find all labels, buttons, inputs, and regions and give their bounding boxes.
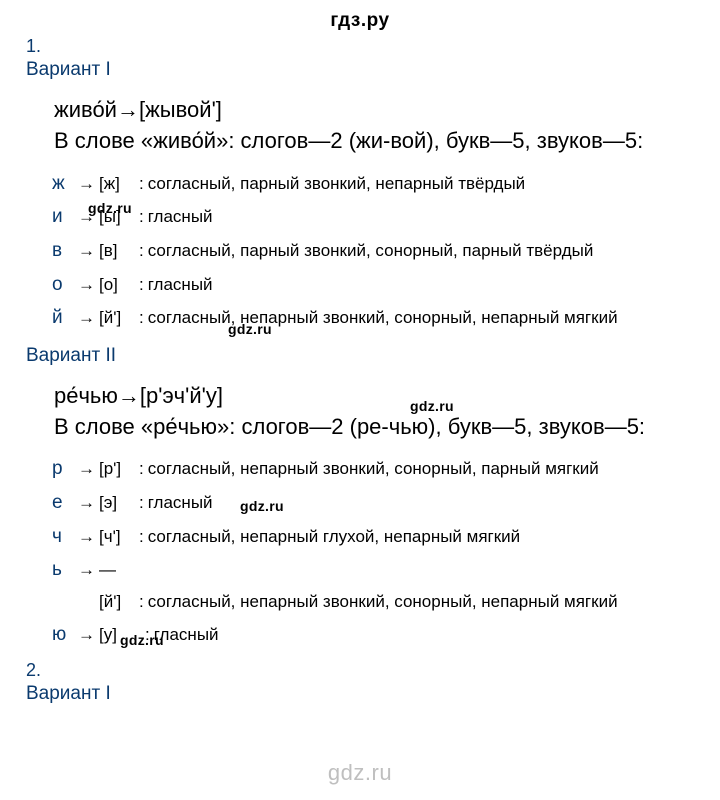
letter: ж <box>52 171 74 197</box>
table-row: и → [ы] : гласный <box>52 204 694 230</box>
letter: в <box>52 238 74 264</box>
arrow-icon: → <box>78 559 95 582</box>
sound: — <box>99 559 139 582</box>
desc: согласный, непарный звонкий, сонорный, н… <box>148 591 618 614</box>
sound: [э] <box>99 492 139 515</box>
colon: : <box>139 492 144 515</box>
desc: гласный <box>154 624 219 647</box>
section-2: 2. Вариант I <box>26 660 694 705</box>
section-number: 2. <box>26 660 694 681</box>
table-row: ю → [у] : гласный <box>52 622 694 648</box>
colon: : <box>139 458 144 481</box>
v2-headline-2: В слове «ре́чью»: слогов—2 (ре-чью), бук… <box>54 412 694 443</box>
colon: : <box>139 591 144 614</box>
section-number: 1. <box>26 36 694 57</box>
colon: : <box>139 526 144 549</box>
arrow-icon: → <box>78 173 95 196</box>
v1-headline-1: живо́й→[жывой'] <box>54 95 694 126</box>
v2-headline-1: ре́чью→[р'эч'й'у] <box>54 381 694 412</box>
v1-rows: ж → [ж] : согласный, парный звонкий, неп… <box>52 171 694 331</box>
v1-headline-2: В слове «живо́й»: слогов—2 (жи-вой), бук… <box>54 126 694 157</box>
variant-2-block: ре́чью→[р'эч'й'у] В слове «ре́чью»: слог… <box>54 381 694 443</box>
desc: согласный, непарный звонкий, сонорный, п… <box>148 458 599 481</box>
page: гдз.ру 1. Вариант I живо́й→[жывой'] В сл… <box>0 0 720 705</box>
sound: [й'] <box>99 591 139 614</box>
arrow-icon: → <box>78 526 95 549</box>
variant-1-label-s2: Вариант I <box>26 683 694 705</box>
table-row: е → [э] : гласный <box>52 490 694 516</box>
sound: [у] <box>99 624 139 647</box>
variant-1-label: Вариант I <box>26 59 694 81</box>
sound: [ы] <box>99 206 139 229</box>
section-1: 1. Вариант I живо́й→[жывой'] В слове «жи… <box>26 36 694 648</box>
desc: согласный, парный звонкий, сонорный, пар… <box>148 240 594 263</box>
colon: : <box>139 173 144 196</box>
desc: согласный, непарный звонкий, сонорный, н… <box>148 307 618 330</box>
arrow-icon: → <box>78 274 95 297</box>
brand-top: гдз.ру <box>26 10 694 32</box>
arrow-icon: → <box>78 240 95 263</box>
arrow-icon: → <box>78 458 95 481</box>
colon: : <box>139 240 144 263</box>
desc: согласный, непарный глухой, непарный мяг… <box>148 526 520 549</box>
table-row: ж → [ж] : согласный, парный звонкий, неп… <box>52 171 694 197</box>
sound: [ч'] <box>99 526 139 549</box>
letter: ь <box>52 557 74 583</box>
arrow-icon: → <box>78 206 95 229</box>
letter: о <box>52 272 74 298</box>
table-row: → [й'] : согласный, непарный звонкий, со… <box>52 591 694 614</box>
sound: [р'] <box>99 458 139 481</box>
footer-watermark: gdz.ru <box>0 760 720 786</box>
table-row: в → [в] : согласный, парный звонкий, сон… <box>52 238 694 264</box>
letter: е <box>52 490 74 516</box>
colon: : <box>139 206 144 229</box>
sound: [о] <box>99 274 139 297</box>
colon: : <box>139 274 144 297</box>
letter: й <box>52 305 74 331</box>
sound: [й'] <box>99 307 139 330</box>
letter: ч <box>52 524 74 550</box>
desc: гласный <box>148 274 213 297</box>
sound: [в] <box>99 240 139 263</box>
v2-rows: р → [р'] : согласный, непарный звонкий, … <box>52 456 694 647</box>
variant-1-block: живо́й→[жывой'] В слове «живо́й»: слогов… <box>54 95 694 157</box>
letter: р <box>52 456 74 482</box>
table-row: о → [о] : гласный <box>52 272 694 298</box>
desc: гласный <box>148 492 213 515</box>
letter: и <box>52 204 74 230</box>
variant-2-label: Вариант II <box>26 345 694 367</box>
sound: [ж] <box>99 173 139 196</box>
arrow-icon: → <box>78 307 95 330</box>
table-row: ь → — <box>52 557 694 583</box>
colon: : <box>139 307 144 330</box>
arrow-icon: → <box>78 492 95 515</box>
table-row: ч → [ч'] : согласный, непарный глухой, н… <box>52 524 694 550</box>
table-row: р → [р'] : согласный, непарный звонкий, … <box>52 456 694 482</box>
arrow-icon: → <box>78 624 95 647</box>
letter: ю <box>52 622 74 648</box>
desc: согласный, парный звонкий, непарный твёр… <box>148 173 525 196</box>
colon: : <box>145 624 150 647</box>
table-row: й → [й'] : согласный, непарный звонкий, … <box>52 305 694 331</box>
desc: гласный <box>148 206 213 229</box>
